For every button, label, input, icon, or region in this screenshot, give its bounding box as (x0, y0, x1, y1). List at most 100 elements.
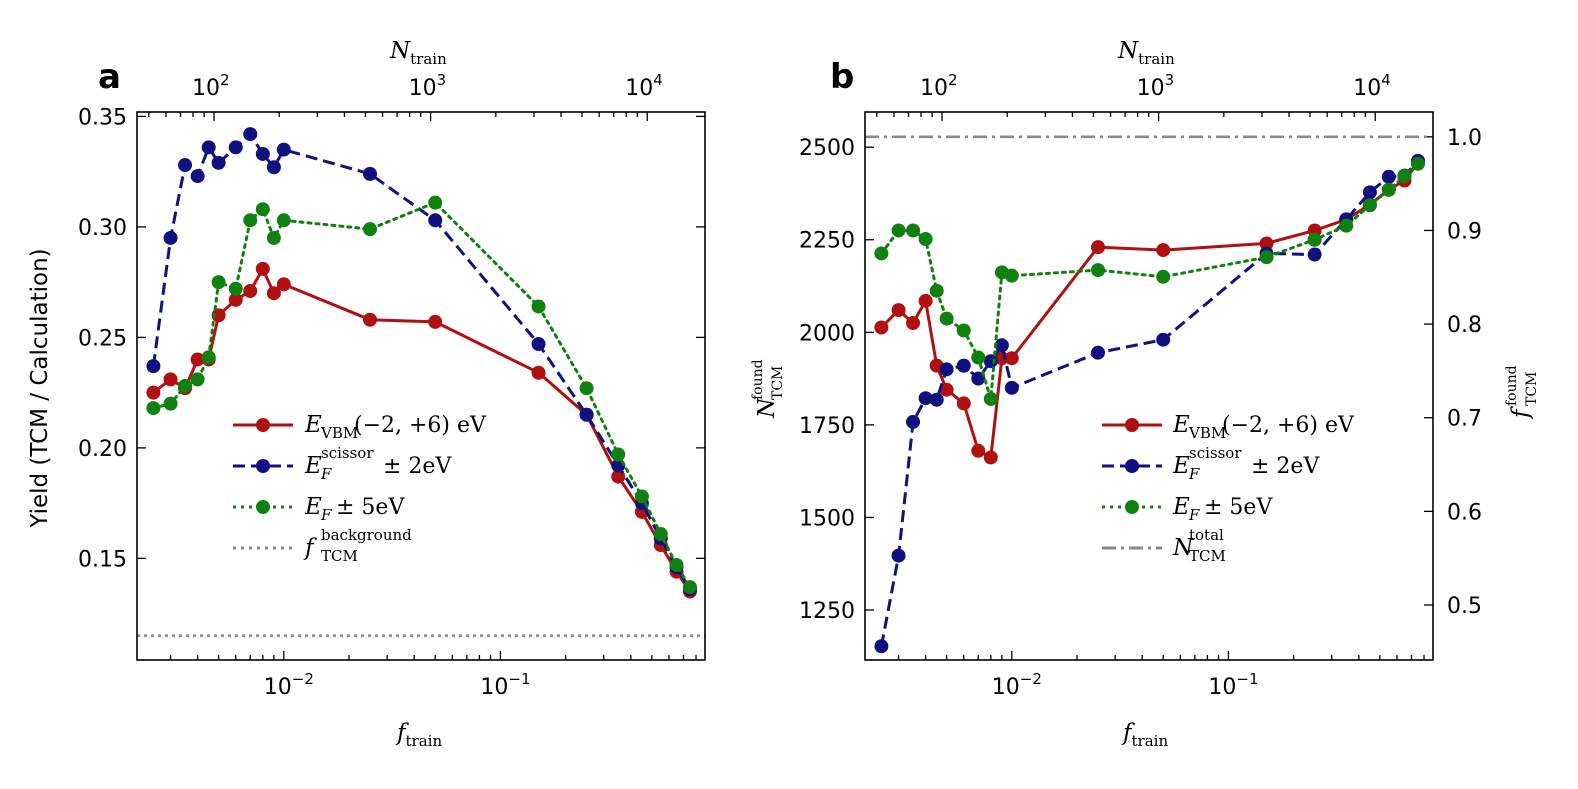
right-y-tick-label: 0.8 (1447, 313, 1482, 338)
y-tick-label: 0.20 (78, 437, 127, 462)
panel-b-series (865, 135, 1433, 654)
data-point-blue (266, 160, 281, 175)
data-point-red (1091, 240, 1106, 255)
data-point-green (983, 391, 998, 406)
legend-label: EFscissor± 2eV (1172, 444, 1320, 483)
data-point-blue (201, 140, 216, 155)
data-point-green (1259, 250, 1274, 265)
x-tick-label: 10−1 (480, 670, 530, 700)
data-point-red (1004, 351, 1019, 366)
data-point-blue (146, 359, 161, 374)
data-point-blue (956, 358, 971, 373)
data-point-green (1307, 232, 1322, 247)
data-point-green (906, 223, 921, 238)
data-point-red (891, 303, 906, 318)
data-point-green (669, 557, 684, 572)
panel-b: b Ntrain N TCM found f TCM found ftrain … (750, 38, 1540, 750)
data-point-blue (929, 392, 944, 407)
data-point-green (178, 379, 193, 393)
legend-label: NTCMtotal (1172, 526, 1226, 565)
data-point-green (634, 489, 649, 504)
panel-a-y-axis-title: Yield (TCM / Calculation) (27, 248, 53, 528)
x-tick-label: 10−2 (992, 670, 1042, 700)
y-tick-label: 2500 (799, 136, 855, 161)
data-point-blue (939, 362, 954, 377)
data-point-green (1362, 198, 1377, 213)
data-point-red (1259, 236, 1274, 251)
data-point-green (276, 213, 291, 228)
data-point-red (428, 314, 443, 329)
data-point-red (874, 320, 889, 335)
data-point-green (211, 275, 226, 290)
data-point-green (1339, 218, 1354, 233)
data-point-green (874, 246, 889, 261)
series-line-blue (151, 131, 692, 591)
data-point-blue (971, 371, 986, 386)
data-point-green (891, 223, 906, 238)
data-point-red (939, 382, 954, 397)
data-point-red (211, 308, 226, 323)
legend-label: EVBM(−2, +6) eV (1172, 412, 1355, 442)
right-y-tick-label: 0.9 (1447, 219, 1482, 244)
top-tick-label: 102 (192, 71, 230, 101)
y-tick-label: 2250 (799, 229, 855, 254)
data-point-blue (1156, 332, 1171, 347)
data-point-green (363, 222, 378, 237)
data-point-green (146, 401, 161, 416)
data-point-green (228, 281, 243, 296)
data-point-blue (531, 337, 546, 352)
data-point-red (983, 450, 998, 465)
panel-b-axes-frame (864, 111, 1434, 661)
legend-marker (256, 500, 270, 514)
data-point-red (531, 365, 546, 380)
y-tick-label: 2000 (799, 321, 855, 346)
panel-a-top-axis-title: Ntrain (389, 38, 447, 68)
y-tick-label: 1500 (799, 506, 855, 531)
data-point-red (906, 316, 921, 331)
data-point-red (163, 372, 178, 387)
panel-a: a Ntrain Yield (TCM / Calculation) ftrai… (27, 38, 706, 750)
top-tick-label: 103 (409, 71, 447, 101)
panel-b-top-axis-title: Ntrain (1117, 38, 1175, 68)
data-point-red (363, 312, 378, 327)
series-line-green (151, 200, 692, 589)
panel-letter-b: b (830, 57, 854, 97)
data-point-blue (1307, 247, 1322, 262)
data-point-green (255, 202, 270, 217)
right-y-tick-label: 0.7 (1447, 407, 1482, 432)
data-point-blue (1004, 380, 1019, 395)
y-tick-label: 1750 (799, 414, 855, 439)
x-tick-label: 10−2 (264, 670, 314, 700)
data-point-green (1381, 182, 1396, 197)
y-tick-label: 0.30 (78, 216, 127, 241)
y-tick-label: 1250 (799, 599, 855, 624)
right-y-tick-label: 0.5 (1447, 594, 1482, 619)
legend-marker (256, 459, 270, 473)
data-point-green (428, 195, 443, 210)
right-y-tick-label: 1.0 (1447, 126, 1482, 151)
data-point-red (255, 261, 270, 276)
data-point-blue (255, 146, 270, 161)
legend-label: f TCMbackground (303, 526, 412, 565)
data-point-green (579, 381, 594, 396)
data-point-green (956, 323, 971, 338)
data-point-blue (891, 548, 906, 563)
panel-b-right-y-axis-title: f TCM found (1504, 365, 1540, 420)
data-point-blue (276, 142, 291, 157)
panel-letter-a: a (98, 57, 121, 97)
data-point-red (228, 292, 243, 307)
data-point-green (653, 527, 668, 542)
data-point-green (243, 213, 258, 228)
data-point-blue (906, 414, 921, 429)
data-point-blue (1362, 185, 1377, 200)
data-point-blue (363, 166, 378, 181)
data-point-green (1091, 263, 1106, 278)
data-point-green (1004, 268, 1019, 283)
data-point-green (971, 350, 986, 365)
legend-label: EF ± 5eV (1172, 494, 1273, 524)
data-point-blue (1381, 169, 1396, 184)
y-tick-label: 0.35 (78, 105, 127, 130)
data-point-green (1156, 269, 1171, 284)
